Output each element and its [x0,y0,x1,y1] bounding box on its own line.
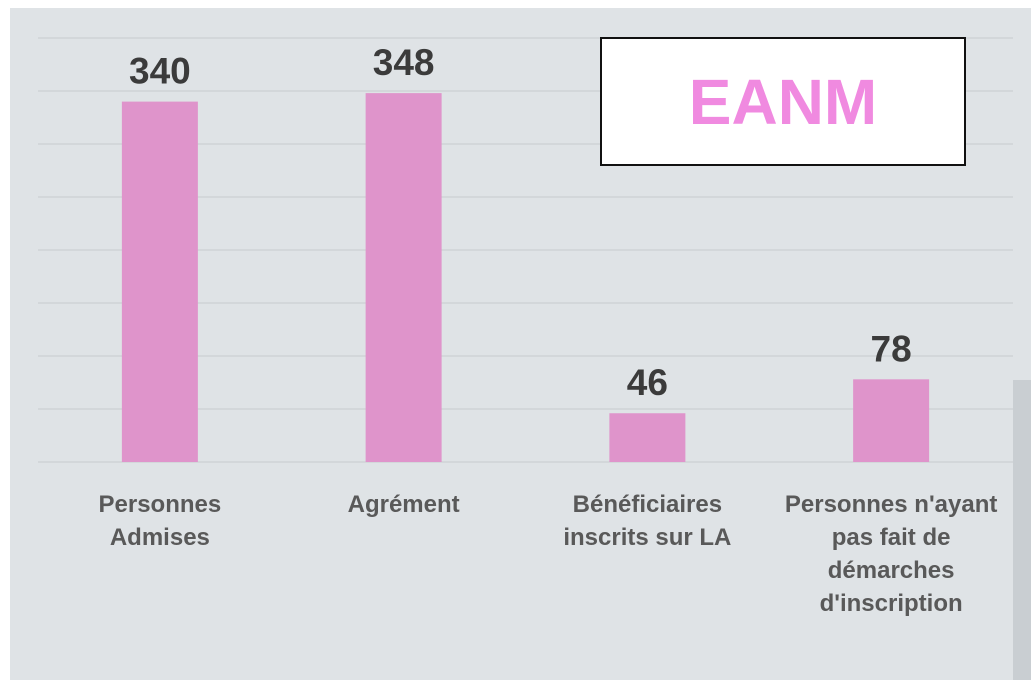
value-label: 348 [373,42,435,83]
bar [853,379,930,462]
value-label: 78 [871,328,912,369]
chart-title: EANM [600,37,966,166]
value-label: 340 [129,51,191,92]
value-label: 46 [627,362,668,403]
plot: 340 348 46 78 [38,37,1013,463]
side-strip [1013,380,1031,680]
x-tick-label: Personnes n'ayant pas fait de démarches … [784,491,998,617]
x-tick-label: Agrément [347,491,460,518]
bar [609,413,686,462]
chart: 340 348 46 78 EANM Personnes Admises Agrémen… [10,8,1031,680]
bar [365,93,442,463]
bar [121,101,198,462]
x-tick-label: Personnes Admises [98,491,222,551]
x-tick-label: Bénéficiaires inscrits sur LA [563,491,732,551]
